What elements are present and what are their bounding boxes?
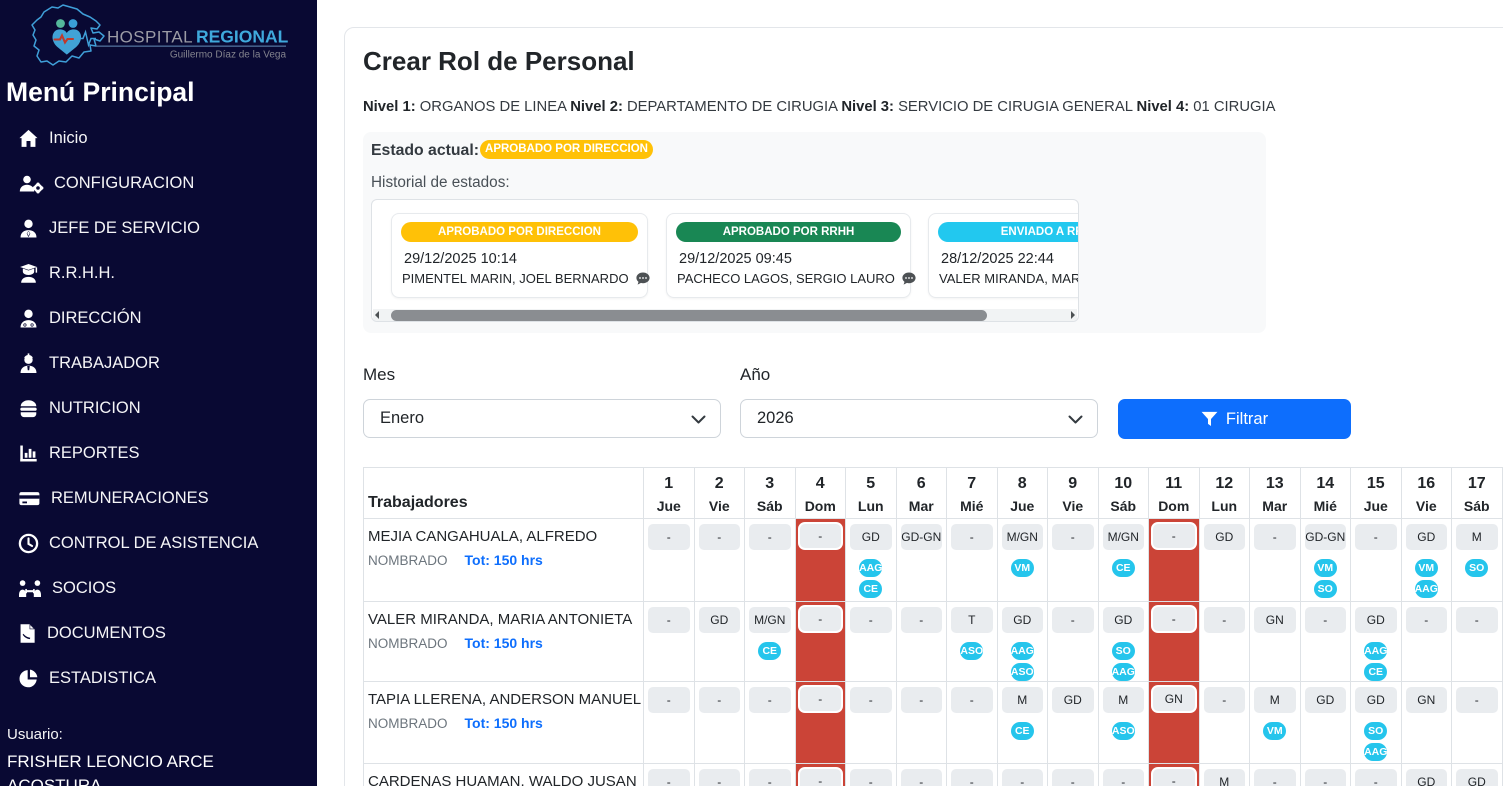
svg-text:REGIONAL: REGIONAL <box>196 27 289 47</box>
svg-text:Guillermo Díaz de la Vega: Guillermo Díaz de la Vega <box>170 50 287 61</box>
svg-text:HOSPITAL: HOSPITAL <box>107 28 193 47</box>
